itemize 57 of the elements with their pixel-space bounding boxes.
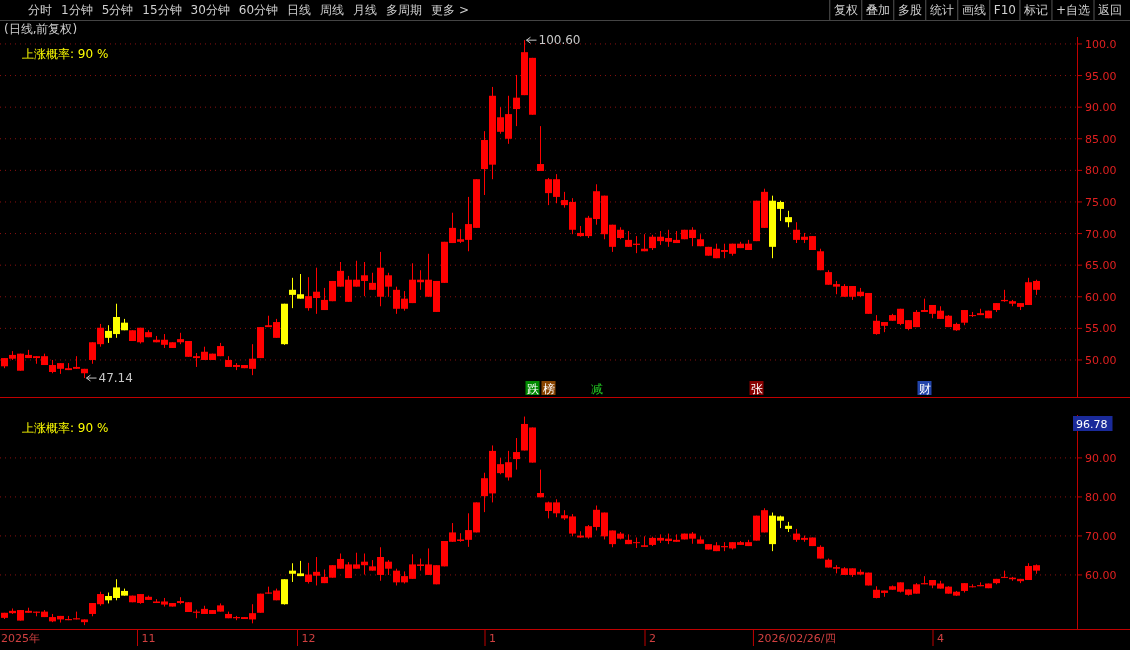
annotation: 张 (750, 382, 763, 396)
text: 多周期 (386, 3, 423, 17)
annotation: 47.14 (98, 371, 133, 386)
y-tick-label: 60.00 (1085, 290, 1117, 304)
y-tick-label: 70.00 (1085, 227, 1117, 241)
candlestick (513, 437, 520, 471)
y-tick-label: 85.00 (1085, 132, 1117, 146)
y-tick-label: 55.00 (1085, 322, 1117, 336)
annotation: 100.60 (538, 33, 581, 48)
text: 分时 (28, 3, 52, 17)
annotation: 财 (918, 382, 931, 396)
y-tick-label: 80.00 (1085, 164, 1117, 178)
annotation: 减 (590, 382, 603, 396)
x-tick-label: 12 (301, 632, 316, 645)
y-tick-label: 75.00 (1085, 195, 1117, 209)
text: 月线 (353, 3, 378, 17)
annotation: 上涨概率: 90 % (22, 421, 109, 435)
text: 多股 (897, 3, 922, 17)
candlestick (537, 469, 544, 498)
text: 更多 > (431, 3, 469, 17)
y-tick-label: 90.00 (1085, 101, 1117, 115)
text: 标记 (1022, 3, 1048, 17)
text: +自选 (1055, 3, 1090, 17)
chart-title: (日线,前复权) (4, 22, 78, 36)
annotation: 上涨概率: 90 % (22, 47, 109, 61)
x-tick-label: 2025年 (1, 632, 40, 645)
text: 5分钟 (101, 3, 134, 17)
text: 返回 (1098, 3, 1122, 17)
text: 复权 (833, 3, 858, 17)
text: 日线 (287, 3, 312, 17)
text: F10 (993, 3, 1016, 17)
y-tick-label: 50.00 (1085, 353, 1117, 367)
annotation: 跌 (526, 382, 539, 396)
y-tick-label: 70.00 (1085, 529, 1117, 543)
text: 叠加 (865, 3, 890, 17)
y-tick-label: 100.0 (1085, 37, 1117, 51)
y-tick-label: 65.00 (1085, 259, 1117, 273)
text: 画线 (961, 3, 986, 17)
candlestick (537, 125, 544, 172)
y-tick-label: 60.00 (1085, 568, 1117, 582)
text: 统计 (929, 3, 954, 17)
x-tick-label: 2026/02/26/四 (757, 632, 836, 645)
x-tick-label: 4 (937, 632, 944, 645)
x-tick-label: 2 (649, 632, 656, 645)
y-tick-label: 80.00 (1085, 490, 1117, 504)
text: 96.78 (1076, 418, 1108, 431)
text: 周线 (320, 3, 345, 17)
annotation: 榜 (542, 382, 555, 396)
y-tick-label: 90.00 (1085, 451, 1117, 465)
x-tick-label: 1 (489, 632, 496, 645)
candlestick (513, 74, 520, 127)
text: 30分钟 (190, 3, 230, 17)
y-tick-label: 95.00 (1085, 69, 1117, 83)
x-tick-label: 11 (141, 632, 156, 645)
text: 1分钟 (61, 3, 93, 17)
text: 60分钟 (238, 3, 279, 17)
text: 15分钟 (142, 3, 182, 17)
